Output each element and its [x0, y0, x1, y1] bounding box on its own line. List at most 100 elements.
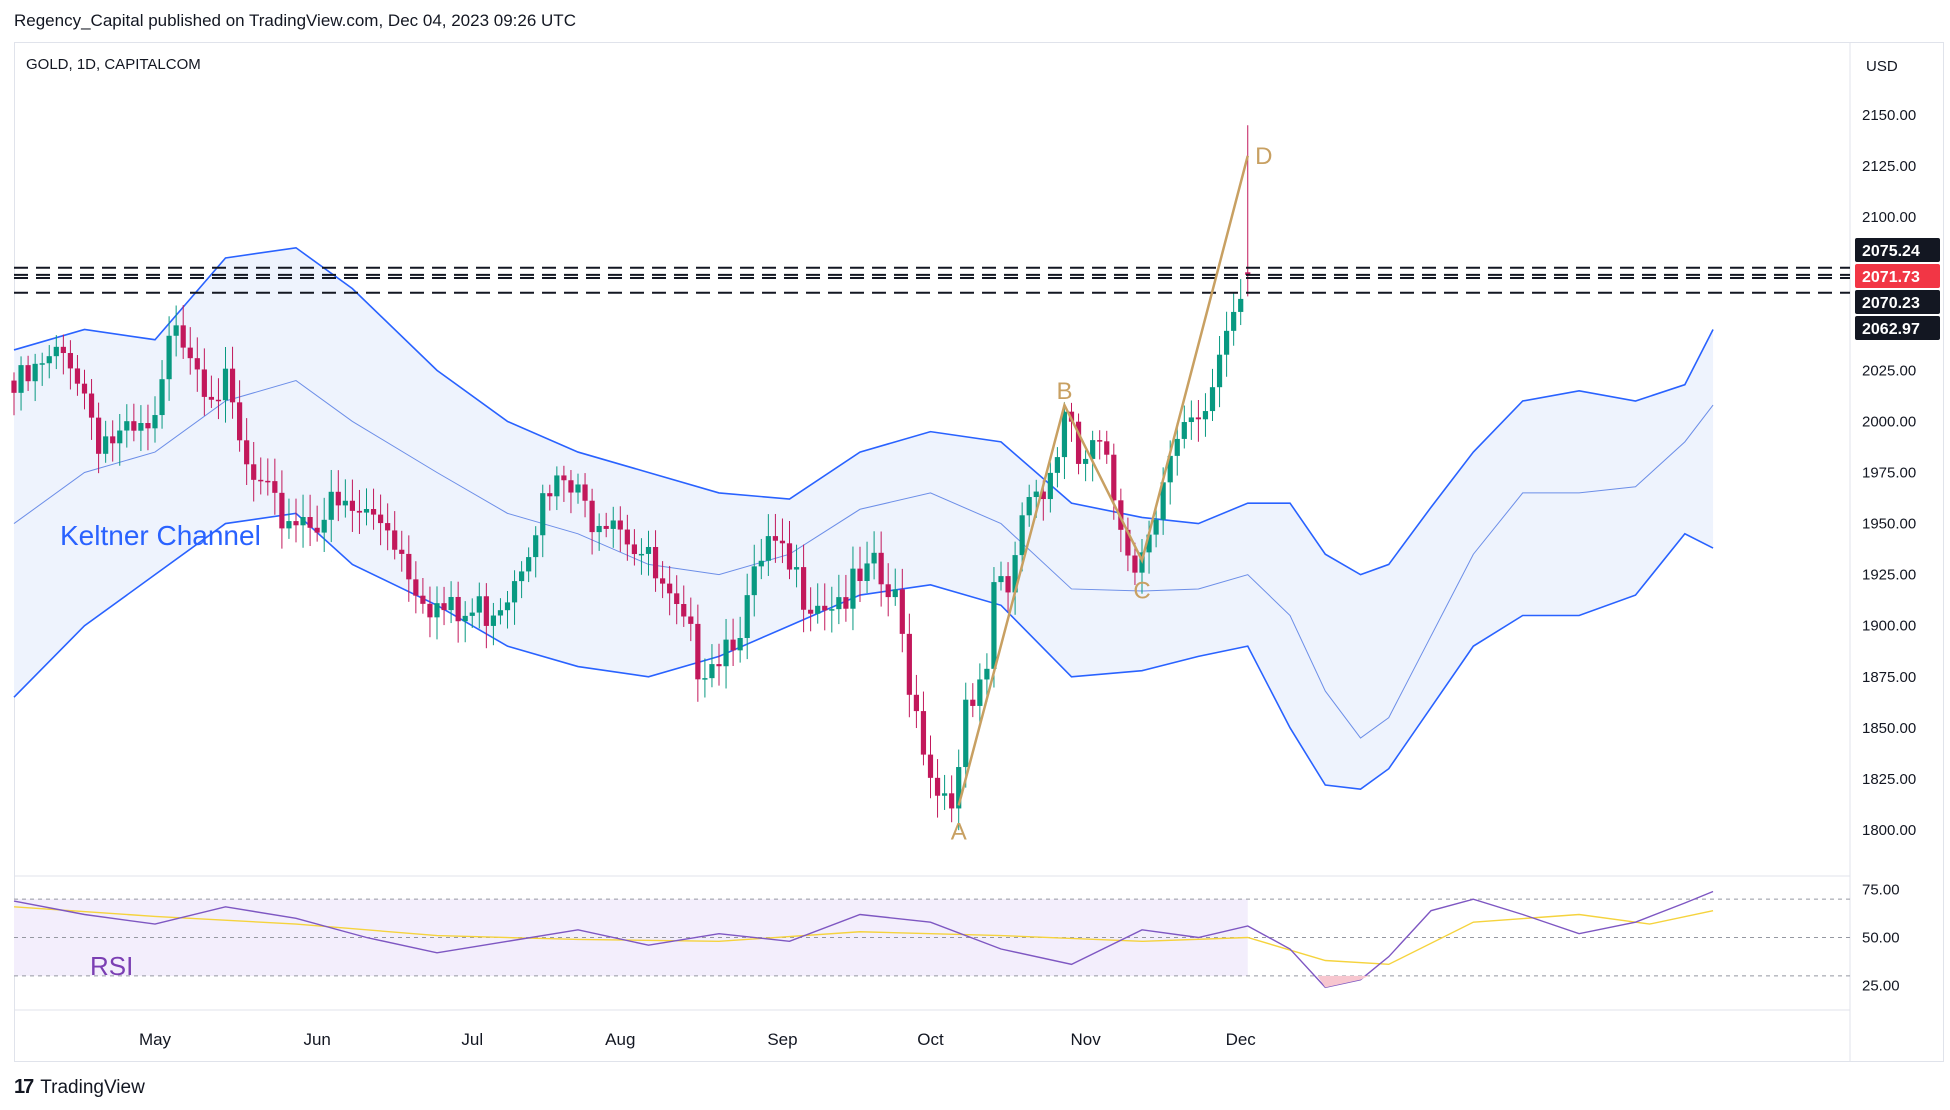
- candle-body: [222, 368, 229, 401]
- candle-body: [822, 605, 828, 611]
- candle-body: [342, 500, 348, 506]
- pattern-point-label: B: [1056, 378, 1072, 405]
- candle-body: [293, 521, 299, 526]
- price-tick-label: 1850.00: [1862, 720, 1916, 737]
- candle-body: [526, 557, 532, 572]
- price-label-text: 2062.97: [1862, 321, 1920, 338]
- currency-button[interactable]: USD: [1866, 58, 1898, 75]
- candle-body: [709, 664, 715, 679]
- candle-body: [1104, 441, 1110, 455]
- candle-body: [1195, 417, 1201, 420]
- candle-body: [681, 604, 687, 617]
- candle-body: [801, 567, 807, 610]
- month-tick-label: Aug: [605, 1030, 635, 1049]
- price-tick-label: 2100.00: [1862, 209, 1916, 226]
- candle-body: [504, 602, 511, 611]
- candle-body: [660, 578, 666, 584]
- symbol-title: GOLD, 1D, CAPITALCOM: [26, 56, 201, 73]
- candle-body: [110, 436, 116, 444]
- candle-body: [899, 589, 905, 634]
- price-label-text: 2070.23: [1862, 295, 1920, 312]
- candle-body: [751, 566, 757, 596]
- candle-body: [772, 536, 778, 541]
- candle-body: [878, 552, 884, 585]
- candle-body: [1174, 438, 1180, 456]
- candle-body: [540, 493, 546, 536]
- candle-body: [1019, 515, 1025, 556]
- candle-body: [53, 346, 59, 357]
- candle-body: [716, 664, 722, 667]
- candle-body: [152, 415, 158, 429]
- candle-body: [519, 571, 525, 582]
- candle-body: [1033, 491, 1039, 498]
- candle-body: [617, 520, 623, 530]
- candle-body: [836, 597, 842, 610]
- candle-body: [490, 615, 496, 626]
- candle-body: [103, 436, 109, 454]
- candle-body: [1005, 576, 1011, 593]
- candle-body: [448, 596, 454, 611]
- candle-body: [131, 421, 137, 431]
- candle-body: [194, 358, 200, 370]
- candle-body: [1111, 454, 1117, 501]
- candle-body: [349, 500, 355, 511]
- candle-body: [455, 596, 461, 622]
- candle-body: [96, 417, 102, 454]
- candle-body: [441, 603, 447, 611]
- candle-body: [413, 579, 419, 596]
- candle-body: [596, 525, 602, 533]
- candle-body: [1181, 422, 1187, 439]
- candle-body: [18, 365, 24, 393]
- candle-body: [674, 593, 680, 605]
- price-tick-label: 2150.00: [1862, 107, 1916, 124]
- candle-body: [631, 544, 637, 555]
- candle-body: [300, 517, 306, 526]
- candle-body: [1245, 272, 1251, 275]
- candle-body: [758, 560, 764, 567]
- candle-body: [138, 423, 144, 431]
- candle-body: [124, 421, 130, 431]
- candle-body: [645, 546, 652, 554]
- candle-body: [589, 500, 595, 533]
- candle-body: [1026, 497, 1032, 516]
- candle-body: [321, 519, 327, 533]
- rsi-moving-average: [13, 906, 1714, 966]
- candle-body: [483, 596, 489, 626]
- month-tick-label: May: [139, 1030, 172, 1049]
- candle-body: [180, 325, 186, 348]
- candle-body: [32, 363, 38, 382]
- candle-body: [476, 596, 482, 613]
- candle-body: [173, 325, 179, 336]
- candle-body: [314, 527, 320, 533]
- candle-body: [497, 610, 504, 616]
- candle-body: [956, 767, 962, 809]
- publisher-line: Regency_Capital published on TradingView…: [14, 11, 576, 30]
- candle-body: [533, 535, 539, 558]
- candle-body: [378, 514, 384, 524]
- candle-body: [610, 520, 616, 529]
- price-tick-label: 2025.00: [1862, 362, 1916, 379]
- candle-body: [723, 639, 729, 667]
- candle-body: [81, 383, 88, 394]
- candle-body: [850, 568, 856, 609]
- candle-body: [737, 637, 743, 651]
- candle-body: [1202, 411, 1209, 420]
- pattern-point-label: A: [951, 818, 967, 845]
- candle-body: [913, 694, 919, 712]
- candle-body: [11, 380, 17, 393]
- price-tick-label: 2125.00: [1862, 158, 1916, 175]
- candle-body: [638, 553, 645, 556]
- keltner-upper-band: [13, 246, 1714, 576]
- candle-body: [695, 623, 701, 680]
- candle-body: [765, 536, 771, 561]
- rsi-tick-label: 50.00: [1862, 930, 1900, 947]
- candle-body: [166, 335, 172, 380]
- tradingview-logo[interactable]: 17 TradingView: [14, 1076, 145, 1099]
- tradingview-logo-icon: 17: [14, 1076, 34, 1098]
- month-tick-label: Jul: [461, 1030, 483, 1049]
- candle-body: [511, 581, 518, 603]
- rsi-line: [13, 890, 1714, 989]
- candle-body: [582, 484, 588, 501]
- candle-body: [88, 393, 95, 418]
